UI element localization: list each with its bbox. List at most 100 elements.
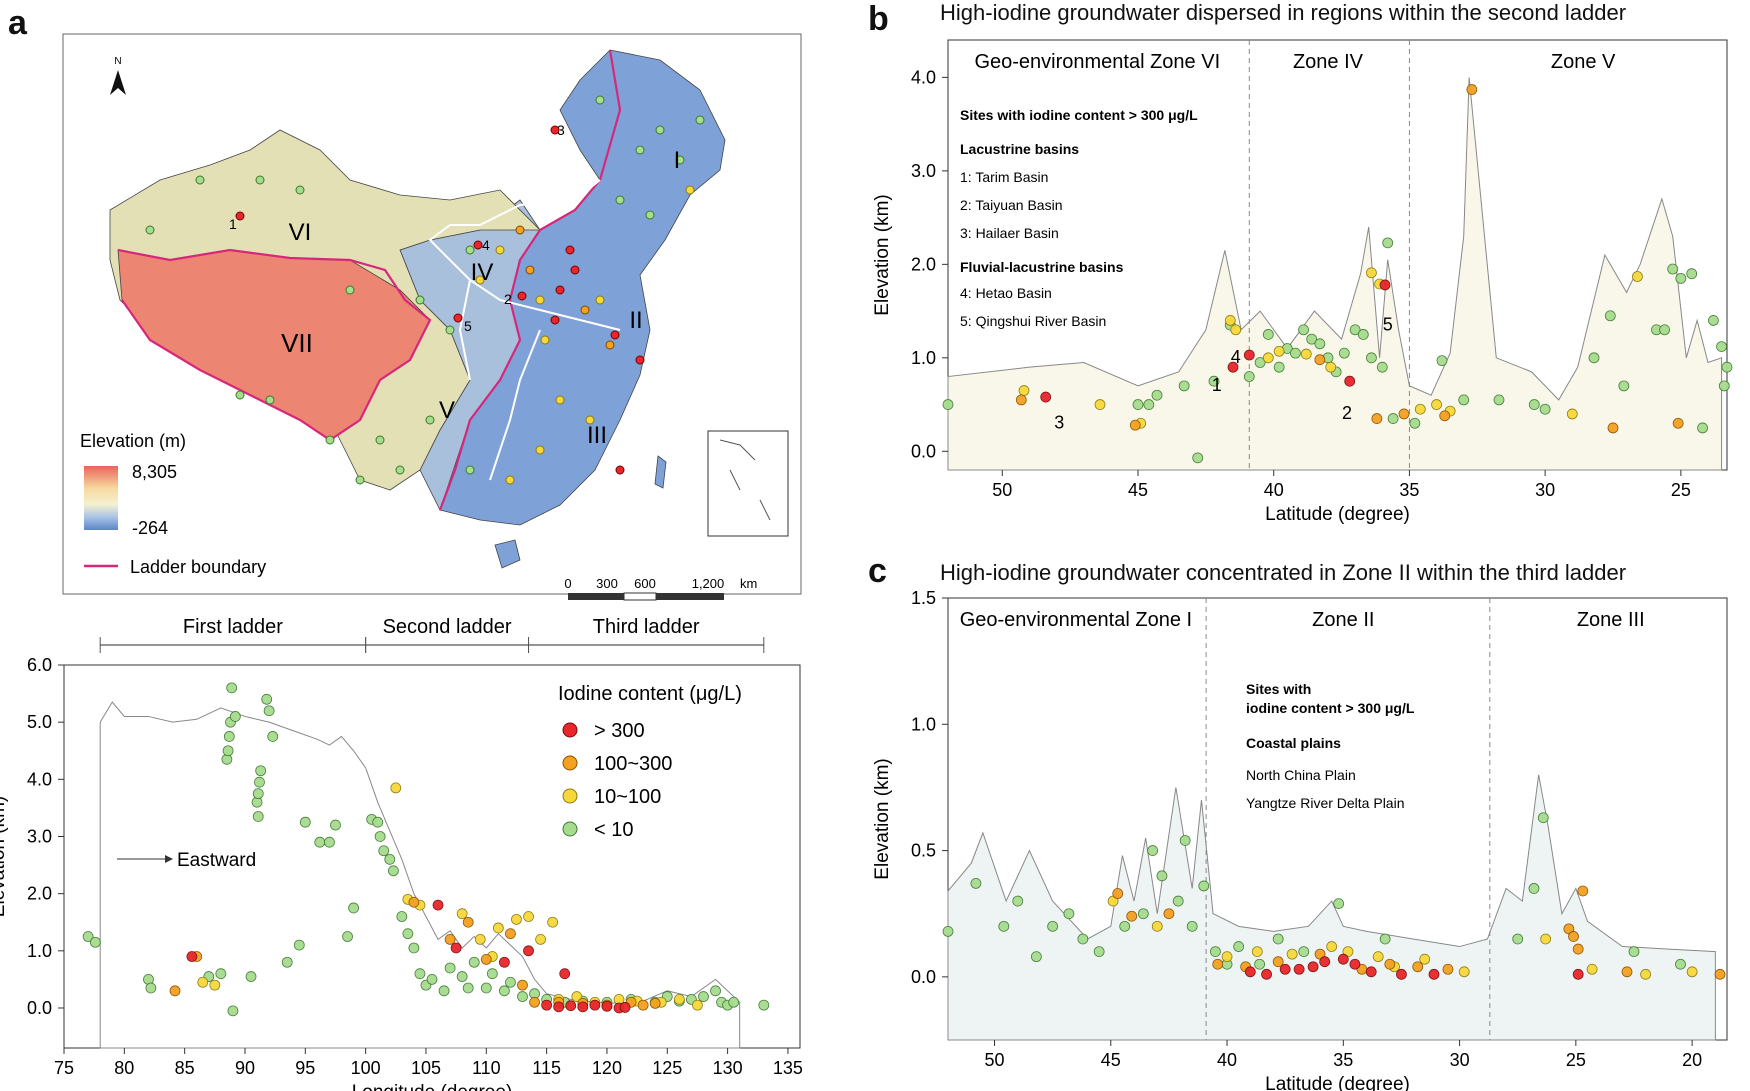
hainan-island (494, 539, 521, 569)
data-point-b (1224, 315, 1236, 326)
eastward-arrowhead-icon (165, 855, 173, 863)
data-point-a (547, 916, 559, 928)
legend-label-1: 100~300 (594, 753, 672, 775)
y-tick-label-a: 6.0 (27, 655, 52, 675)
zone-label-III: III (587, 422, 607, 449)
data-point-b (1262, 329, 1274, 340)
site-marker-label-b-2: 2 (1342, 403, 1352, 423)
zone-label-c-1: Zone II (1312, 609, 1374, 631)
data-point-c (1030, 951, 1042, 963)
map-sites (145, 95, 705, 485)
data-point-a (462, 916, 474, 928)
data-point-a (523, 945, 534, 957)
data-point-b (1436, 355, 1448, 367)
data-point-b (1230, 324, 1242, 336)
data-point-c (1254, 958, 1265, 970)
y-tick-label-b: 2.0 (911, 254, 936, 274)
data-point-b (1243, 371, 1255, 382)
data-point-c (1675, 958, 1686, 970)
data-point-b (1227, 361, 1239, 373)
data-point-b (1618, 380, 1630, 392)
data-point-c (1151, 920, 1163, 932)
data-point-b (1716, 341, 1727, 353)
data-point-a (456, 971, 468, 982)
data-point-c (1233, 941, 1245, 952)
data-point-a (529, 996, 540, 1008)
data-point-c (1279, 963, 1291, 975)
data-point-c (1540, 933, 1552, 945)
data-point-b (1371, 413, 1383, 424)
data-point-a (222, 745, 234, 757)
data-point-c (1063, 908, 1075, 920)
y-tick-label-a: 0.0 (27, 998, 52, 1018)
x-tick-label-a: 100 (351, 1058, 381, 1078)
data-point-c (970, 878, 982, 889)
x-tick-label-a: 105 (411, 1058, 441, 1078)
elevation-profile-a (99, 701, 741, 1049)
data-point-c (1572, 943, 1584, 955)
data-point-b (1686, 268, 1698, 280)
data-point-a (229, 711, 241, 722)
scale-bar-seg1 (568, 593, 624, 600)
ladder-label-0: First ladder (183, 616, 283, 638)
data-point-a (387, 865, 399, 877)
data-point-a (505, 928, 516, 940)
data-point-b (1718, 380, 1730, 392)
y-tick-label-b: 4.0 (911, 67, 936, 87)
x-tick-label-c: 30 (1450, 1050, 1470, 1070)
y-tick-label-c: 0.0 (911, 967, 936, 987)
x-axis-label-c: Latitude (degree) (1265, 1074, 1410, 1091)
data-point-c (1126, 910, 1138, 922)
data-point-c (1384, 958, 1396, 970)
data-point-b (1409, 417, 1421, 429)
data-point-c (1298, 946, 1310, 957)
data-point-a (402, 928, 414, 940)
data-point-a (408, 942, 420, 954)
data-point-a (450, 942, 462, 954)
data-point-b (1151, 389, 1163, 401)
data-point-a (186, 951, 198, 962)
data-point-a (254, 776, 265, 788)
legend-swatch-1 (562, 755, 578, 771)
data-point-a (462, 982, 474, 994)
info-item1-b: 3: Hailaer Basin (960, 225, 1059, 241)
data-point-c (1210, 946, 1221, 957)
data-point-c (1186, 920, 1198, 932)
legend-swatch-2 (562, 788, 578, 804)
x-tick-label-c: 45 (1101, 1050, 1121, 1070)
data-point-a (372, 816, 384, 828)
y-tick-label-a: 1.0 (27, 941, 52, 961)
site-marker-label-b-4: 4 (1231, 347, 1241, 367)
data-point-b (1243, 349, 1255, 361)
x-tick-label-c: 50 (984, 1050, 1004, 1070)
y-axis-label-c: Elevation (km) (872, 758, 893, 879)
data-point-c (1012, 895, 1024, 907)
ladder-legend-label: Ladder boundary (130, 557, 266, 577)
data-point-a (728, 996, 740, 1008)
scale-tick-300: 300 (596, 576, 618, 591)
ladder-boundary-1 (117, 248, 432, 442)
x-tick-label-a: 80 (114, 1058, 134, 1078)
data-point-b (1338, 347, 1350, 359)
zone-label-VII: VII (281, 328, 313, 358)
data-point-c (1172, 895, 1184, 907)
data-point-c (1640, 968, 1652, 980)
data-point-a (535, 933, 546, 945)
data-point-c (1396, 968, 1407, 980)
x-tick-label-c: 35 (1333, 1050, 1353, 1070)
elevation-profile-c (947, 774, 1716, 1041)
data-point-b (1588, 352, 1600, 364)
x-tick-label-a: 95 (295, 1058, 315, 1078)
x-tick-label-a: 130 (713, 1058, 743, 1078)
north-arrow-icon (110, 70, 126, 95)
data-point-a (82, 931, 94, 942)
legend-swatch-0 (562, 722, 578, 738)
data-point-c (1137, 908, 1149, 920)
data-point-a (374, 831, 386, 842)
data-point-b (1604, 310, 1616, 322)
zone-label-c-0: Geo-environmental Zone I (960, 609, 1192, 631)
data-point-b (1314, 354, 1326, 366)
data-point-c (1365, 966, 1377, 978)
data-point-a (223, 731, 235, 742)
